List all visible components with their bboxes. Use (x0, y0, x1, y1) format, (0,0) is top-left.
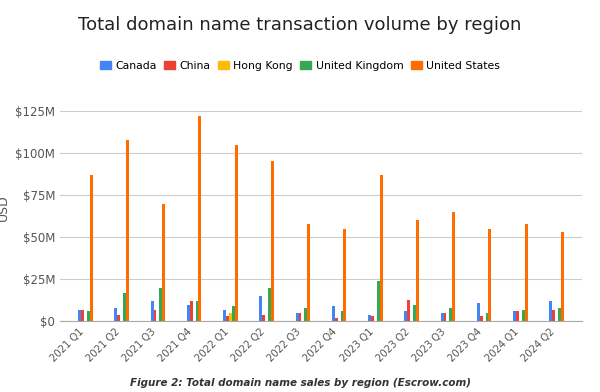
Bar (259, 296, 262, 321)
Bar (558, 308, 561, 321)
Bar (404, 311, 407, 321)
Bar (485, 313, 488, 321)
Bar (513, 311, 516, 321)
Bar (449, 308, 452, 321)
Bar (488, 229, 491, 321)
Bar (160, 288, 162, 321)
Bar (81, 310, 84, 321)
Bar (151, 301, 154, 321)
Bar (304, 308, 307, 321)
Bar (477, 303, 480, 321)
Bar (154, 310, 157, 321)
Bar (223, 310, 226, 321)
Bar (452, 212, 455, 321)
Bar (78, 310, 81, 321)
Bar (377, 281, 380, 321)
Bar (87, 311, 90, 321)
Bar (307, 224, 310, 321)
Bar (522, 310, 525, 321)
Bar (196, 301, 199, 321)
Bar (187, 305, 190, 321)
Bar (552, 310, 555, 321)
Bar (126, 140, 129, 321)
Bar (296, 313, 299, 321)
Bar (268, 288, 271, 321)
Bar (199, 116, 202, 321)
Bar (443, 313, 446, 321)
Bar (550, 301, 552, 321)
Bar (525, 224, 527, 321)
Bar (413, 305, 416, 321)
Bar (190, 301, 193, 321)
Bar (380, 175, 383, 321)
Bar (343, 229, 346, 321)
Bar (123, 293, 126, 321)
Bar (115, 308, 117, 321)
Bar (262, 315, 265, 321)
Bar (235, 145, 238, 321)
Bar (368, 315, 371, 321)
Bar (335, 318, 338, 321)
Bar (416, 220, 419, 321)
Text: Figure 2: Total domain name sales by region (Escrow.com): Figure 2: Total domain name sales by reg… (130, 378, 470, 388)
Text: Total domain name transaction volume by region: Total domain name transaction volume by … (79, 16, 521, 34)
Bar (332, 306, 335, 321)
Bar (371, 316, 374, 321)
Bar (90, 175, 92, 321)
Bar (561, 232, 564, 321)
Bar (162, 203, 165, 321)
Bar (480, 316, 482, 321)
Legend: Canada, China, Hong Kong, United Kingdom, United States: Canada, China, Hong Kong, United Kingdom… (98, 58, 502, 73)
Bar (232, 306, 235, 321)
Bar (271, 162, 274, 321)
Bar (226, 316, 229, 321)
Bar (229, 313, 232, 321)
Bar (440, 313, 443, 321)
Bar (516, 311, 519, 321)
Bar (117, 315, 120, 321)
Bar (341, 311, 343, 321)
Bar (407, 299, 410, 321)
Bar (299, 313, 301, 321)
Y-axis label: USD: USD (0, 194, 10, 221)
